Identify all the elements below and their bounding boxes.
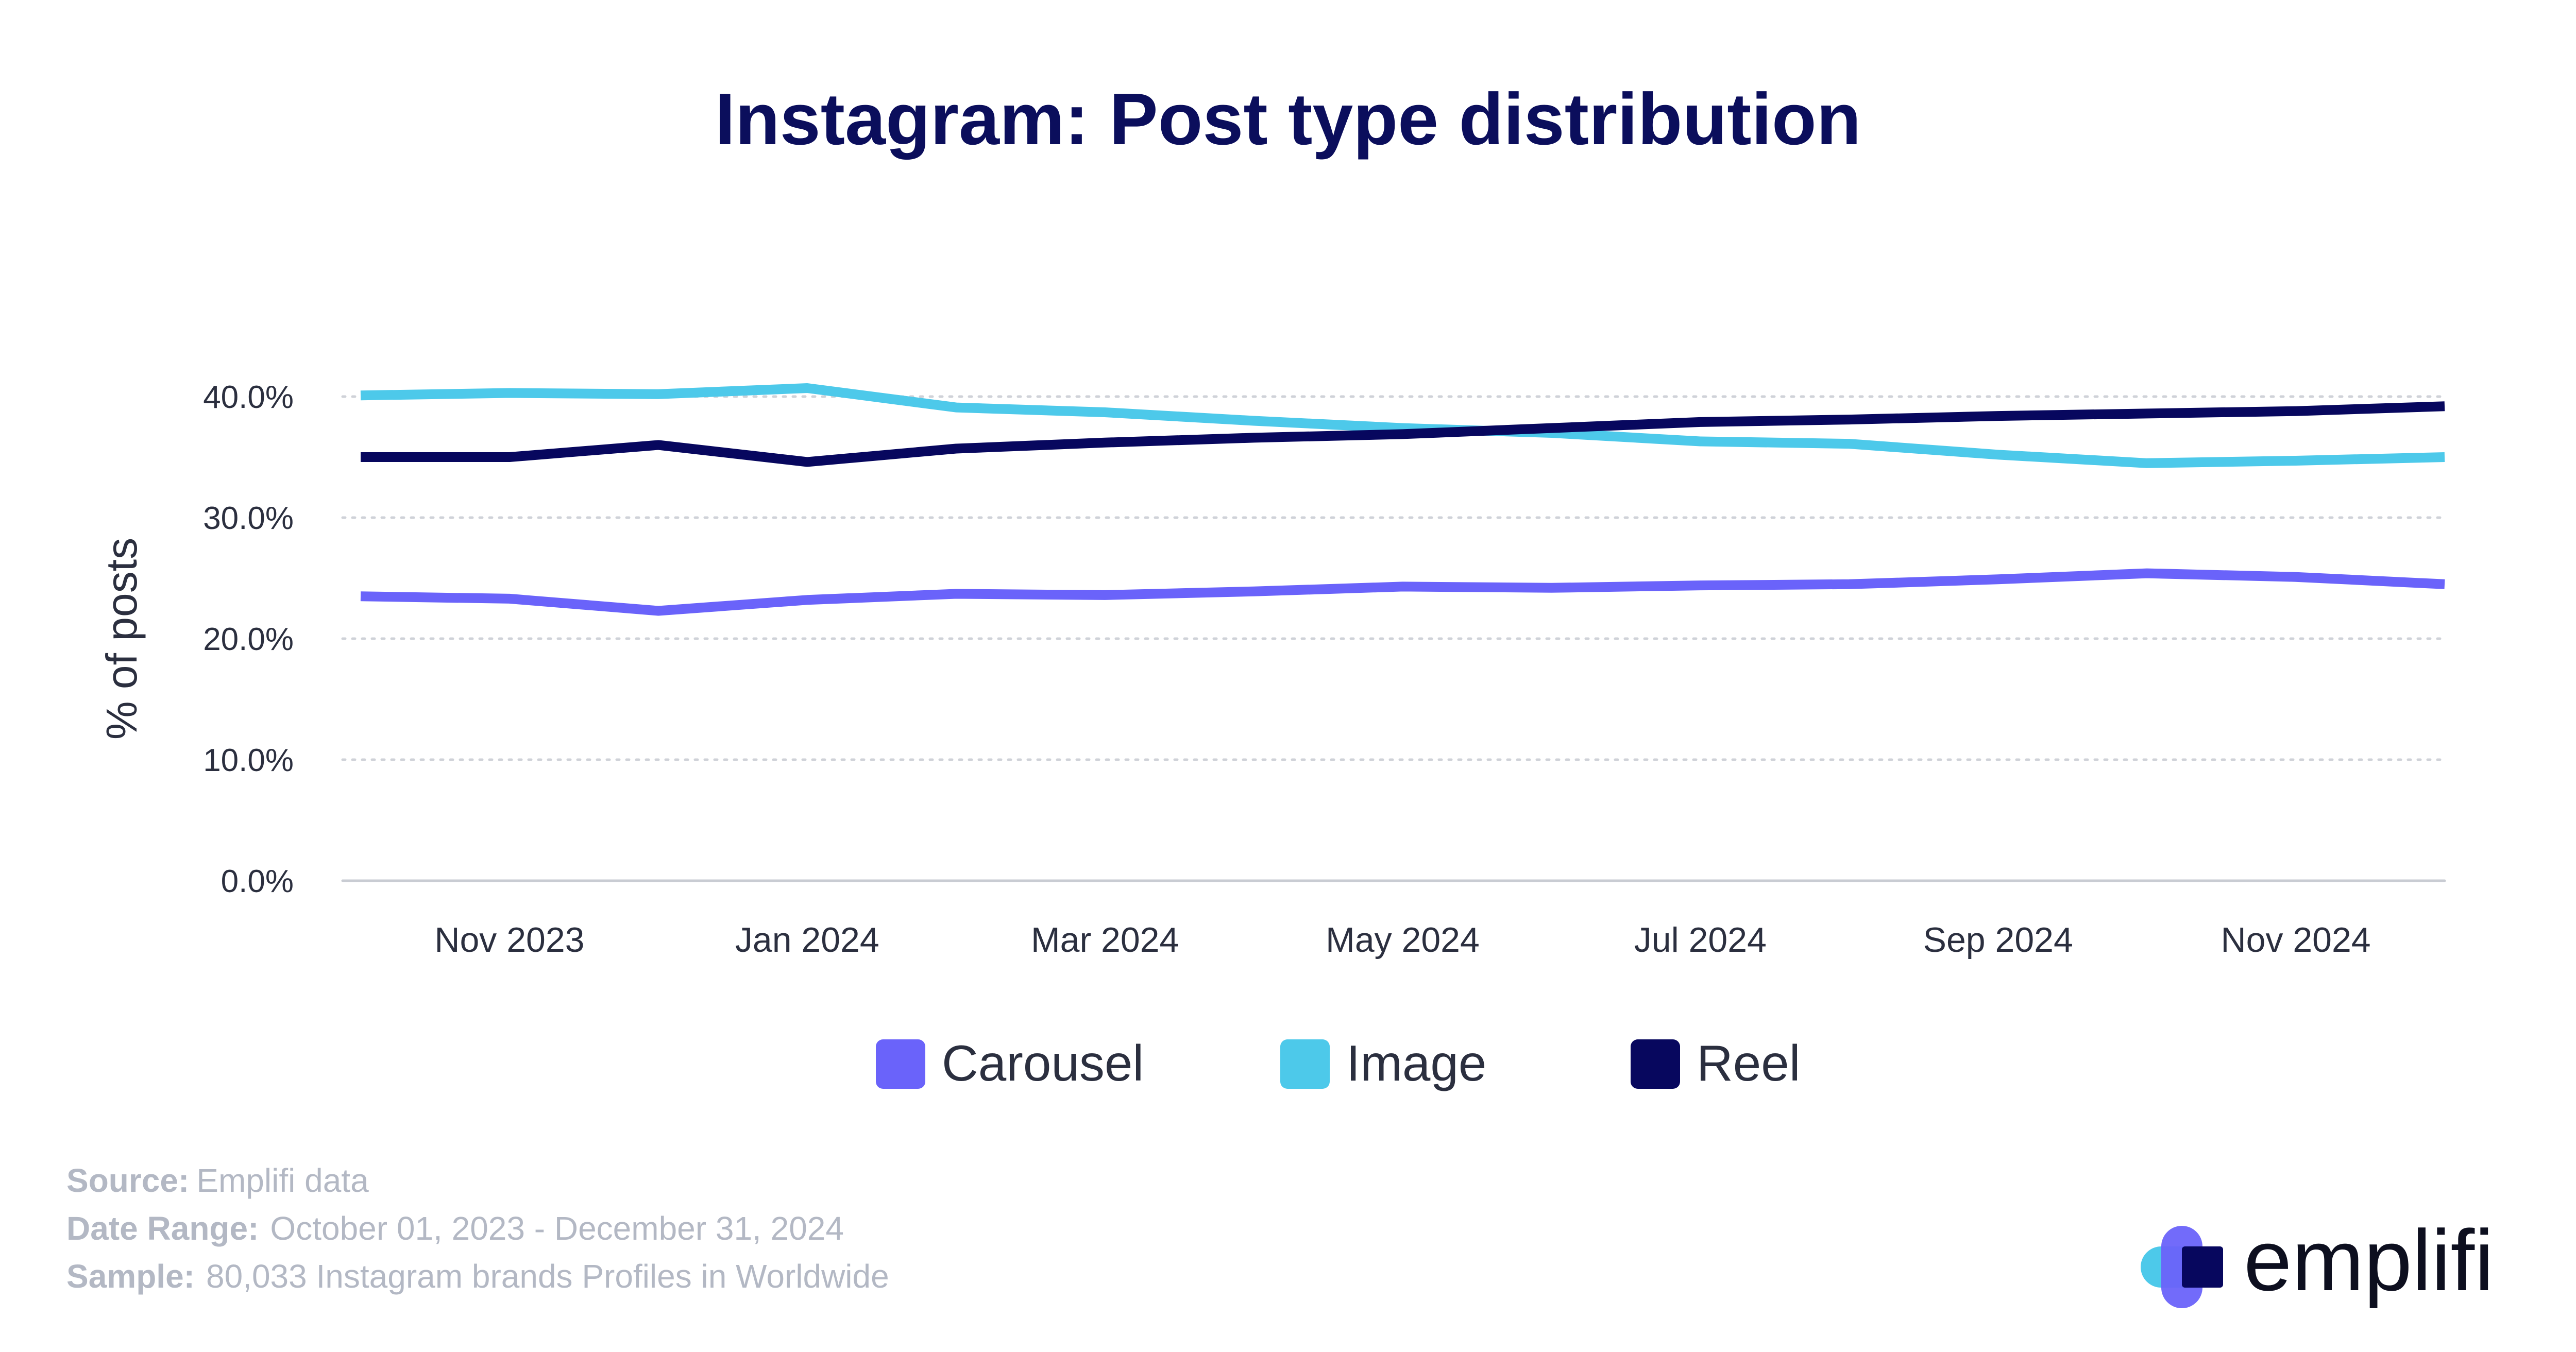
grid-lines	[341, 395, 2446, 882]
logo-navy-shape	[2182, 1246, 2223, 1288]
logo-wordmark: emplifi	[2244, 1212, 2494, 1309]
svg-text:Sample:80,033 Instagram brands: Sample: 80,033 Instagram brands Profiles …	[66, 1258, 889, 1295]
y-tick-label: 0.0%	[221, 864, 294, 899]
daterange-value: October 01, 2023 - December 31, 2024	[270, 1210, 844, 1247]
legend-swatch	[1631, 1039, 1680, 1089]
svg-text:Source:Emplifi data: Source: Emplifi data	[66, 1162, 369, 1199]
x-tick-label: Mar 2024	[1031, 920, 1179, 960]
x-tick-label: Sep 2024	[1923, 920, 2073, 960]
legend-label: Image	[1346, 1035, 1486, 1091]
series-lines	[360, 383, 2445, 616]
x-tick-labels: Nov 2023 Jan 2024 Mar 2024 May 2024 Jul 2024…	[434, 920, 2370, 960]
legend-item-carousel: Carousel	[876, 1035, 1144, 1091]
y-tick-label: 20.0%	[203, 622, 294, 657]
source-label: Source:	[66, 1162, 189, 1199]
chart-title: Instagram: Post type distribution	[715, 78, 1861, 160]
legend-swatch	[876, 1039, 925, 1089]
legend-item-image: Image	[1280, 1035, 1486, 1091]
legend-label: Reel	[1697, 1035, 1801, 1091]
legend: Carousel Image Reel	[876, 1035, 1801, 1091]
x-tick-label: Jul 2024	[1634, 920, 1767, 960]
x-tick-label: May 2024	[1326, 920, 1480, 960]
y-tick-label: 30.0%	[203, 501, 294, 536]
x-tick-label: Nov 2024	[2221, 920, 2371, 960]
source-value: Emplifi data	[196, 1162, 369, 1199]
legend-item-reel: Reel	[1631, 1035, 1801, 1091]
x-tick-label: Jan 2024	[735, 920, 879, 960]
daterange-label: Date Range:	[66, 1210, 259, 1247]
y-axis-title: % of posts	[97, 538, 146, 740]
emplifi-logo: emplifi	[2141, 1212, 2494, 1309]
emplifi-logo-icon	[2141, 1226, 2223, 1308]
y-tick-label: 40.0%	[203, 380, 294, 415]
y-tick-labels: 0.0% 10.0% 20.0% 30.0% 40.0%	[203, 380, 294, 899]
sample-label: Sample:	[66, 1258, 195, 1295]
sample-value: 80,033 Instagram brands Profiles in Worl…	[206, 1258, 889, 1295]
legend-swatch	[1280, 1039, 1330, 1089]
legend-label: Carousel	[942, 1035, 1144, 1091]
series-line-carousel	[360, 568, 2445, 616]
series-line-reel	[361, 401, 2445, 467]
x-tick-label: Nov 2023	[434, 920, 584, 960]
y-tick-label: 10.0%	[203, 743, 294, 778]
footer-source: Source: Emplifi data Date Range: October 0…	[66, 1162, 889, 1295]
series-line-image	[360, 383, 2445, 468]
svg-text:Date Range:October 01, 2023 -: Date Range: October 01, 2023 - December 3…	[66, 1210, 844, 1247]
